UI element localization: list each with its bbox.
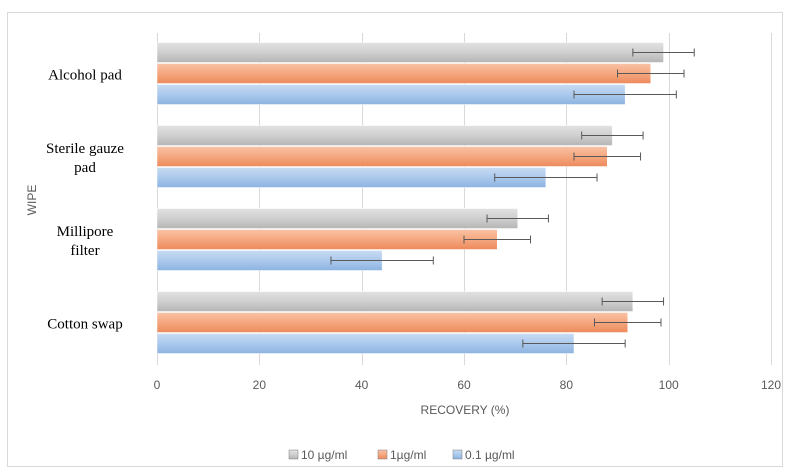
legend-swatch-2 <box>452 449 463 460</box>
bar-millipore-filter-series-0 <box>156 208 518 229</box>
error-bar <box>617 69 685 78</box>
bar-alcohol-pad-series-2 <box>156 84 626 105</box>
error-bar <box>522 339 626 348</box>
x-tick-label: 80 <box>560 378 574 392</box>
category-label: Millipore <box>57 224 114 240</box>
legend-label-0: 10 µg/ml <box>301 448 347 462</box>
legend-label-2: 0.1 µg/ml <box>465 448 515 462</box>
bars <box>156 42 664 354</box>
x-tick-label: 0 <box>154 378 161 392</box>
y-axis-title: WIPE <box>25 185 39 216</box>
error-bar <box>632 48 695 57</box>
x-tick-label: 120 <box>761 378 781 392</box>
bar-sterile-gauze-pad-series-1 <box>156 146 608 167</box>
x-axis-title: RECOVERY (%) <box>421 403 510 417</box>
bar-millipore-filter-series-1 <box>156 229 498 250</box>
bar-alcohol-pad-series-1 <box>156 63 652 84</box>
x-tick-label: 100 <box>659 378 679 392</box>
error-bar <box>494 173 598 182</box>
category-label: Cotton swap <box>47 317 122 333</box>
error-bar <box>486 214 549 223</box>
error-bars <box>330 48 695 348</box>
error-bar <box>593 318 662 327</box>
category-labels: Alcohol pad Sterile gauze pad Millipore filt… <box>46 68 124 333</box>
bar-sterile-gauze-pad-series-2 <box>156 167 547 188</box>
bar-cotton-swap-series-0 <box>156 291 634 312</box>
x-tick-label: 20 <box>253 378 267 392</box>
error-bar <box>601 297 665 306</box>
bar-cotton-swap-series-2 <box>156 333 575 354</box>
legend-swatch-1 <box>377 449 388 460</box>
bar-alcohol-pad-series-0 <box>156 42 664 63</box>
category-label: filter <box>70 243 99 259</box>
legend-label-1: 1µg/ml <box>390 448 426 462</box>
legend-swatch-0 <box>288 449 299 460</box>
category-label: Alcohol pad <box>48 68 122 84</box>
error-bar <box>330 256 434 265</box>
error-bar <box>463 235 532 244</box>
category-label: Sterile gauze <box>46 141 124 157</box>
x-tick-label: 40 <box>355 378 369 392</box>
error-bar <box>581 131 644 140</box>
bar-cotton-swap-series-1 <box>156 312 628 333</box>
error-bar <box>573 152 642 161</box>
x-tick-label: 60 <box>457 378 471 392</box>
category-label: pad <box>74 160 96 176</box>
x-tick-labels: 0 20 40 60 80 100 120 <box>154 378 782 392</box>
legend: 10 µg/ml 1µg/ml 0.1 µg/ml <box>288 448 515 462</box>
bar-sterile-gauze-pad-series-0 <box>156 125 613 146</box>
error-bar <box>573 90 677 99</box>
